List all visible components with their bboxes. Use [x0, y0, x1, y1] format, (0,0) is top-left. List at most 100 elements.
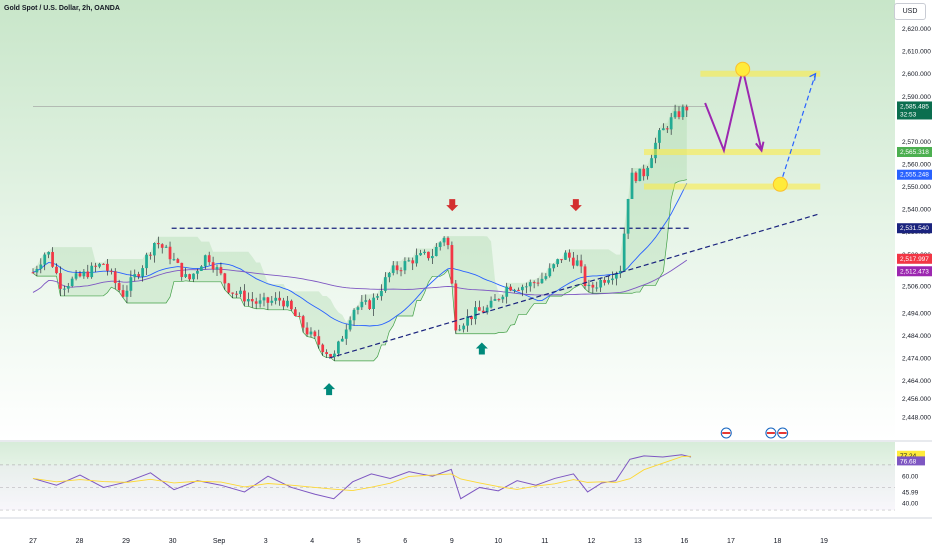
candle-body: [125, 290, 129, 297]
candle-body: [66, 285, 70, 289]
price-badge: [897, 146, 932, 157]
ma-fast-line: [32, 183, 688, 327]
sell-arrow-icon: [569, 199, 582, 212]
us-flag-stripe: [722, 432, 731, 434]
candle-body: [383, 277, 387, 291]
candle-body: [180, 262, 184, 277]
candle-body: [376, 296, 379, 298]
x-tick-label: 5: [357, 538, 361, 545]
candle-body: [293, 309, 297, 317]
zone-2600: [700, 70, 821, 77]
candle-body: [423, 251, 426, 254]
candle-body: [532, 282, 536, 284]
candle-body: [203, 255, 207, 267]
zone-2565: [644, 149, 821, 156]
candle-body: [348, 320, 352, 330]
candle-body: [571, 257, 575, 266]
candle-body: [403, 261, 407, 271]
candle-body: [246, 299, 250, 302]
candle-body: [399, 270, 403, 272]
candle-body: [579, 260, 583, 267]
candle-body: [344, 329, 348, 339]
x-tick-label: 17: [727, 538, 735, 545]
candle-body: [113, 271, 117, 284]
candle-body: [419, 253, 422, 256]
chart-title: Gold Spot / U.S. Dollar, 2h, OANDA: [4, 5, 120, 12]
price-badge-label: 2,585.485: [900, 103, 929, 110]
x-tick-label: 12: [587, 538, 595, 545]
projection-dashed: [779, 73, 817, 185]
candle-body: [430, 256, 434, 259]
candle-body: [360, 301, 364, 308]
candle-body: [313, 331, 317, 337]
candle-body: [634, 172, 638, 182]
rsi-tick-label: 60.00: [902, 474, 919, 481]
x-tick-label: 18: [774, 538, 782, 545]
y-tick-label: 2,610.000: [902, 49, 931, 56]
candle-body: [556, 259, 559, 265]
candle-body: [669, 117, 673, 130]
rsi-badge-label: 76.68: [900, 458, 917, 465]
x-tick-label: 29: [122, 538, 130, 545]
candle-body: [317, 336, 321, 345]
candle-body: [258, 300, 262, 304]
candle-body: [145, 254, 148, 269]
candle-body: [497, 299, 501, 301]
buy-arrow-icon: [475, 342, 488, 355]
y-tick-label: 2,474.000: [902, 356, 931, 363]
candle-body: [509, 286, 513, 291]
candle-body: [199, 266, 203, 271]
x-tick-label: 19: [820, 538, 828, 545]
candle-body: [278, 297, 282, 301]
price-panel-bg: [0, 0, 895, 440]
currency-button[interactable]: USD: [894, 3, 926, 20]
candle-body: [176, 259, 180, 263]
y-tick-label: 2,560.000: [902, 161, 931, 168]
candle-body: [434, 246, 438, 257]
x-tick-label: 3: [264, 538, 268, 545]
candle-body: [661, 128, 665, 131]
candle-body: [415, 255, 419, 264]
y-tick-label: 2,550.000: [902, 184, 931, 191]
candle-body: [391, 265, 395, 273]
candle-body: [51, 251, 54, 267]
envelope-lower-line: [32, 179, 687, 362]
price-badge-label: 2,517.997: [900, 256, 929, 263]
candle-body: [552, 264, 556, 269]
candle-body: [665, 128, 669, 130]
sell-arrow-icon: [446, 199, 459, 212]
candle-body: [458, 329, 462, 331]
candle-body: [583, 266, 587, 287]
candle-body: [587, 284, 591, 287]
y-tick-label: 2,506.000: [902, 283, 931, 290]
candle-body: [62, 288, 66, 290]
candle-body: [611, 278, 614, 281]
rsi-tick-label: 40.00: [902, 501, 919, 508]
price-badge: [897, 101, 932, 120]
x-tick-label: 30: [169, 538, 177, 545]
candle-body: [474, 307, 477, 320]
candle-body: [102, 263, 105, 265]
candle-body: [595, 287, 599, 289]
candle-body: [599, 279, 603, 288]
support-trendline: [328, 213, 821, 359]
candle-body: [109, 270, 113, 272]
candle-body: [43, 254, 47, 265]
candle-body: [477, 307, 481, 311]
y-tick-label: 2,494.000: [902, 310, 931, 317]
zone-2550: [644, 183, 821, 190]
rsi-badge: [897, 456, 925, 466]
candle-body: [505, 286, 509, 297]
candle-body: [368, 300, 372, 310]
candle-body: [211, 262, 215, 270]
x-tick-label: 13: [634, 538, 642, 545]
target-dot: [772, 176, 788, 192]
candle-body: [607, 280, 610, 283]
candle-body: [215, 267, 219, 270]
candle-body: [454, 283, 458, 331]
price-badge-label: 2,565.318: [900, 149, 929, 156]
y-tick-label: 2,456.000: [902, 396, 931, 403]
candle-body: [301, 316, 305, 328]
